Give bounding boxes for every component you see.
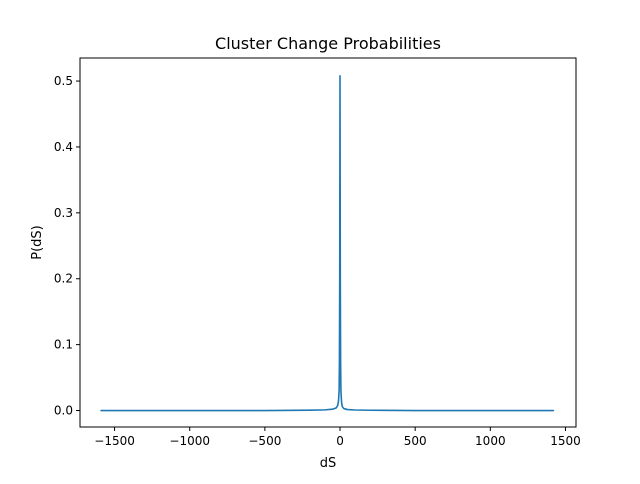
y-tick-label: 0.3: [54, 206, 73, 220]
y-tick-label: 0.0: [54, 404, 73, 418]
y-tick-label: 0.4: [54, 140, 73, 154]
chart-title: Cluster Change Probabilities: [215, 34, 441, 53]
x-tick-label: 0: [336, 434, 344, 448]
y-axis-label: P(dS): [30, 225, 45, 260]
y-tick-label: 0.5: [54, 74, 73, 88]
x-tick-label: −1500: [94, 434, 135, 448]
y-axis-ticks: 0.0 0.1 0.2 0.3 0.4 0.5: [54, 74, 80, 418]
plot-frame: [79, 57, 577, 428]
series-line: [100, 74, 555, 412]
plot-background: [80, 58, 576, 427]
plot-area: [80, 58, 576, 427]
y-tick-label: 0.1: [54, 338, 73, 352]
series-layer: [100, 74, 555, 412]
x-axis-ticks: −1500 −1000 −500 0 500 1000 1500: [94, 427, 581, 448]
x-tick-label: 1500: [550, 434, 581, 448]
x-axis-label: dS: [320, 456, 337, 471]
x-tick-label: 1000: [475, 434, 506, 448]
x-tick-label: 500: [404, 434, 427, 448]
y-tick-label: 0.2: [54, 272, 73, 286]
x-tick-label: −1000: [169, 434, 210, 448]
x-tick-label: −500: [248, 434, 281, 448]
